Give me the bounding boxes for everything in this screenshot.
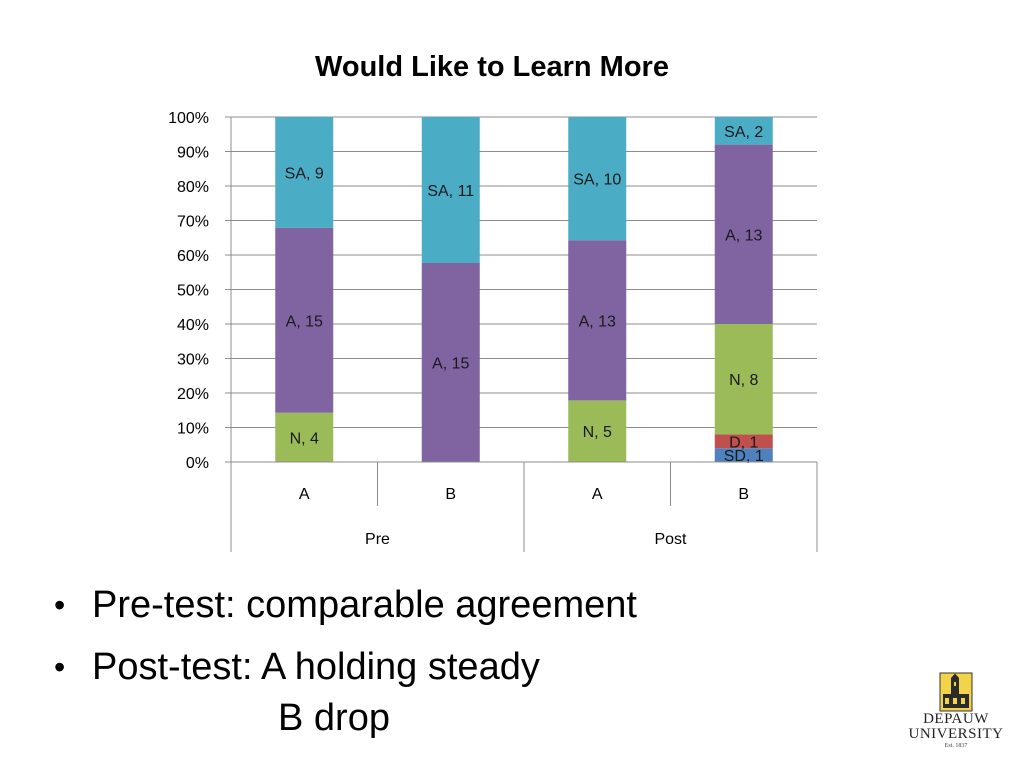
y-tick-label: 70% [177,214,209,231]
university-logo: DEPAUW UNIVERSITY Est. 1837 [898,672,1014,762]
bullet-post-test: • Post-test: A holding steady [52,636,637,698]
x-category-label: B [445,486,456,503]
bar-segment-sa [275,117,334,228]
y-tick-label: 40% [177,317,209,334]
bar-segment-sa [568,117,627,241]
chart-bars [275,117,773,462]
chart-title: Would Like to Learn More [315,51,669,83]
y-tick-label: 20% [177,386,209,403]
bar-segment-n [568,400,627,462]
x-group-label: Pre [365,531,390,548]
x-category-label: A [299,486,310,503]
y-tick-label: 10% [177,421,209,438]
y-tick-label: 50% [177,283,209,300]
y-tick-label: 100% [168,110,209,127]
bullet-dot-icon: • [54,587,66,623]
data-label: N, 5 [583,424,612,441]
data-label: A, 13 [725,227,762,244]
data-label: A, 13 [579,313,616,330]
y-axis-tick-labels: 0% 10% 20% 30% 40% 50% 60% 70% 80% 90% 100% [168,110,231,472]
logo-text-established: Est. 1837 [944,743,968,749]
data-label: A, 15 [286,313,323,330]
bullet-text: Pre-test: comparable agreement [92,584,637,626]
bar-segment-d [714,434,773,449]
y-tick-label: 80% [177,179,209,196]
bullet-text: Post-test: A holding steady [92,646,540,688]
bullet-continuation: B drop [278,697,390,739]
data-label: A, 15 [432,355,469,372]
data-label: D, 1 [729,434,758,451]
data-label: SA, 10 [573,172,621,189]
data-label: SD, 1 [724,448,764,465]
logo-text-university: UNIVERSITY [908,726,1004,742]
segment-data-labels: N, 4 A, 15 SA, 9 A, 15 SA, 11 N, 5 A, 13 SA, 10… [285,124,764,465]
bar-segment-sa [421,117,480,263]
y-tick-label: 30% [177,352,209,369]
bullet-pre-test: • Pre-test: comparable agreement [52,574,637,636]
x-category-label: A [592,486,603,503]
bar-segment-n [275,412,334,462]
y-tick-label: 60% [177,248,209,265]
depauw-tower-emblem-icon [939,672,973,712]
stacked-bar-chart: Would Like to Learn More 0% 10% 20% 30% 40% 5… [168,51,818,552]
bar-segment-a [275,227,334,413]
bar-segment-sd [714,448,773,462]
bar-segment-a [421,262,480,462]
bar-segment-a [714,144,773,324]
x-category-label: B [738,486,749,503]
bullet-dot-icon: • [54,649,66,685]
bar-segment-n [714,324,773,435]
bar-segment-sa [714,117,773,145]
logo-text-depauw: DEPAUW [923,711,989,727]
data-label: N, 8 [729,372,758,389]
y-tick-label: 0% [186,455,209,472]
y-tick-label: 90% [177,145,209,162]
data-label: N, 4 [290,430,319,447]
data-label: SA, 11 [427,183,474,200]
x-group-label: Post [654,531,687,548]
data-label: SA, 2 [724,124,763,141]
bullet-list: • Pre-test: comparable agreement • Post-te… [52,574,637,698]
data-label: SA, 9 [285,165,324,182]
bar-segment-a [568,240,627,401]
x-axis: A B A B Pre Post [230,461,818,552]
